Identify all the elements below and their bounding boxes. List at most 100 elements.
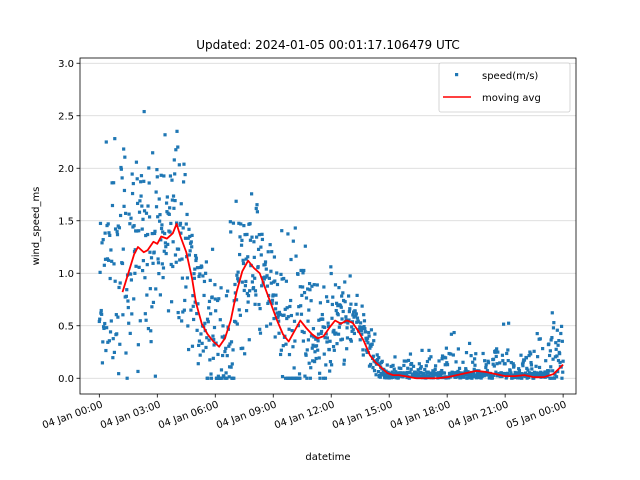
scatter-point-2 (98, 270, 102, 274)
scatter-point-296 (212, 338, 216, 342)
scatter-point-670 (356, 319, 360, 323)
scatter-point-893 (442, 371, 447, 375)
scatter-point-519 (298, 376, 302, 380)
scatter-point-545 (308, 288, 312, 292)
scatter-point-556 (312, 283, 316, 287)
scatter-point-371 (241, 346, 245, 350)
scatter-point-114 (141, 259, 145, 263)
scatter-point-136 (150, 305, 154, 309)
scatter-point-457 (274, 293, 278, 297)
scatter-point-133 (149, 329, 153, 333)
scatter-point-699 (367, 364, 372, 368)
scatter-point-257 (197, 343, 201, 348)
x-axis-title: datetime (305, 452, 350, 463)
scatter-point-1026 (494, 370, 498, 374)
scatter-point-495 (289, 298, 293, 303)
scatter-point-171 (163, 241, 168, 245)
scatter-point-188 (170, 178, 174, 182)
scatter-point-243 (191, 304, 195, 308)
scatter-point-1102 (523, 374, 527, 378)
scatter-point-673 (357, 327, 362, 331)
scatter-point-692 (365, 338, 369, 342)
scatter-point-780 (399, 366, 403, 371)
scatter-point-648 (348, 307, 352, 311)
scatter-point-486 (285, 306, 289, 310)
scatter-point-336 (227, 375, 231, 379)
scatter-point-1171 (550, 336, 554, 340)
scatter-point-652 (349, 339, 353, 343)
scatter-point-107 (139, 180, 143, 184)
scatter-point-356 (235, 273, 239, 277)
scatter-point-596 (328, 369, 332, 373)
scatter-point-1125 (532, 349, 536, 353)
scatter-point-242 (191, 294, 195, 298)
scatter-point-971 (473, 357, 477, 361)
scatter-point-1056 (505, 371, 510, 375)
scatter-point-813 (411, 364, 416, 368)
scatter-point-316 (219, 368, 224, 372)
scatter-point-466 (277, 310, 282, 314)
scatter-point-488 (286, 232, 290, 236)
scatter-point-50 (117, 372, 121, 376)
scatter-point-198 (174, 148, 178, 152)
scatter-point-132 (148, 287, 152, 291)
scatter-point-546 (308, 376, 312, 380)
scatter-point-1197 (560, 376, 564, 380)
scatter-point-189 (170, 198, 174, 202)
scatter-point-388 (247, 338, 251, 342)
legend-box (438, 62, 571, 113)
legend-label-scatter: speed(m/s) (482, 71, 538, 82)
scatter-point-887 (440, 357, 444, 361)
scatter-point-501 (291, 345, 295, 349)
scatter-point-381 (244, 309, 249, 313)
scatter-point-828 (417, 362, 421, 366)
scatter-point-52 (117, 226, 122, 230)
scatter-point-233 (187, 253, 191, 257)
scatter-point-8 (100, 361, 105, 365)
scatter-point-531 (302, 290, 307, 295)
scatter-point-182 (168, 206, 172, 210)
scatter-point-385 (246, 300, 250, 304)
scatter-point-328 (224, 371, 228, 375)
scatter-point-514 (296, 272, 300, 276)
scatter-point-346 (231, 348, 235, 352)
scatter-point-484 (284, 279, 288, 283)
scatter-point-137 (150, 231, 154, 236)
scatter-point-32 (110, 259, 114, 263)
y-axis: 0.0 0.5 1.0 1.5 2.0 2.5 3.0 (58, 59, 80, 385)
scatter-point-409 (255, 210, 259, 214)
scatter-point-99 (135, 201, 140, 206)
scatter-point-600 (329, 271, 333, 276)
scatter-point-170 (163, 133, 167, 137)
scatter-point-745 (385, 363, 389, 367)
scatter-point-1073 (512, 364, 516, 368)
scatter-point-327 (224, 346, 228, 350)
scatter-point-978 (475, 371, 479, 375)
scatter-point-250 (194, 258, 198, 263)
scatter-point-213 (180, 319, 184, 323)
scatter-point-794 (404, 359, 408, 363)
scatter-point-110 (140, 204, 144, 208)
scatter-point-584 (323, 336, 327, 340)
scatter-point-150 (155, 175, 159, 179)
scatter-point-675 (358, 338, 362, 342)
scatter-point-527 (301, 271, 305, 275)
scatter-point-1105 (524, 356, 528, 360)
scatter-point-844 (423, 374, 428, 378)
scatter-point-808 (410, 361, 414, 366)
scatter-point-587 (324, 332, 328, 336)
scatter-point-572 (318, 301, 322, 305)
scatter-point-789 (402, 359, 406, 363)
scatter-point-402 (253, 276, 257, 280)
scatter-point-190 (171, 264, 175, 269)
scatter-point-1194 (559, 331, 563, 336)
scatter-point-157 (158, 213, 162, 217)
scatter-point-662 (353, 309, 357, 313)
scatter-point-456 (273, 307, 278, 311)
scatter-point-641 (345, 326, 349, 330)
scatter-point-611 (333, 283, 338, 287)
scatter-point-212 (179, 202, 183, 206)
scatter-point-272 (202, 279, 207, 284)
scatter-point-502 (291, 239, 295, 243)
scatter-point-95 (134, 264, 138, 268)
